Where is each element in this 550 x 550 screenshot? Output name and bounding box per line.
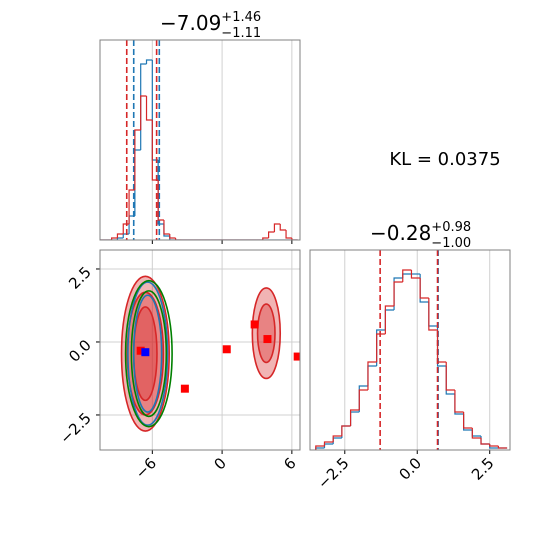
point	[263, 335, 272, 344]
point	[180, 384, 189, 393]
hist-step	[454, 394, 464, 415]
contour	[251, 287, 282, 380]
contour	[130, 290, 168, 418]
hist-step	[445, 362, 455, 391]
y-tick-label: 0.0	[65, 336, 95, 366]
y-tick-label: 2.5	[65, 263, 95, 293]
hist-step	[315, 445, 325, 450]
hist-step	[402, 273, 412, 278]
hist-step	[384, 309, 395, 330]
x-tick-label: 0	[210, 454, 229, 473]
panel-title: −0.28+0.98 −1.00	[370, 220, 471, 251]
y-tick-label: −2.5	[56, 409, 94, 447]
hist-step	[349, 409, 360, 426]
contour	[124, 279, 173, 428]
hist-step	[341, 425, 351, 438]
hist-step	[428, 298, 438, 331]
hist-step	[463, 412, 473, 429]
title-value: −0.28	[370, 221, 431, 245]
contour	[132, 294, 163, 413]
hist-step	[262, 237, 269, 240]
hist-step	[480, 436, 490, 445]
panel: −2.5 0.0 2.5	[314, 250, 498, 493]
hist-step	[376, 333, 386, 362]
hist-step	[393, 281, 403, 306]
panel-title: −7.09+1.46 −1.11	[160, 10, 261, 41]
point	[136, 346, 145, 355]
hist-step	[332, 435, 342, 442]
plot	[315, 250, 508, 450]
hist-step	[145, 59, 153, 64]
hist-step	[358, 389, 368, 410]
hist-step	[128, 189, 135, 224]
title-plus: +1.46	[221, 10, 261, 25]
plot	[100, 40, 298, 240]
hist-step	[393, 277, 403, 310]
hist-step	[367, 361, 377, 390]
hist-step	[332, 437, 342, 444]
hist-step	[497, 446, 508, 449]
x-tick-label: −6	[132, 454, 160, 482]
x-tick-label: 0.0	[395, 454, 425, 484]
hist-step	[116, 233, 124, 238]
contour	[127, 281, 169, 426]
point	[141, 348, 150, 357]
hist-step	[169, 234, 176, 239]
hist-step	[323, 441, 334, 446]
hist-step	[323, 443, 334, 448]
hist-step	[454, 390, 464, 413]
point	[250, 320, 259, 329]
title-value: −7.09	[160, 11, 221, 35]
title-minus: −1.11	[221, 26, 261, 41]
hist-step	[174, 238, 182, 240]
hist-step	[410, 270, 421, 279]
axes-frame	[309, 249, 511, 451]
hist-step	[402, 269, 412, 282]
hist-step	[273, 223, 281, 232]
title-plus: +0.98	[431, 220, 471, 235]
x-tick-label: 6	[280, 454, 299, 473]
hist-step	[419, 278, 429, 299]
hist-step	[134, 129, 141, 190]
contour	[256, 303, 276, 364]
hist-step	[145, 96, 153, 121]
axes-frame	[99, 249, 301, 451]
point	[222, 345, 231, 354]
hist-step	[140, 63, 147, 150]
hist-step	[480, 438, 490, 445]
hist-step	[489, 444, 499, 447]
hist-step	[163, 220, 170, 235]
hist-step	[471, 428, 482, 439]
panel	[151, 40, 293, 244]
hist-step	[157, 180, 164, 221]
hist-step	[111, 237, 118, 240]
x-tick-label: 2.5	[468, 454, 498, 484]
hist-step	[268, 231, 275, 238]
plot	[120, 275, 300, 432]
hist-step	[349, 411, 360, 426]
hist-step	[384, 305, 395, 334]
hist-step	[471, 430, 482, 437]
hist-step	[285, 230, 292, 239]
axes-frame	[99, 39, 301, 241]
title-minus: −1.00	[431, 236, 471, 251]
hist-step	[367, 365, 377, 386]
hist-step	[376, 329, 386, 366]
x-tick-label: −2.5	[314, 454, 352, 492]
hist-step	[279, 224, 287, 231]
point	[293, 352, 300, 361]
kl-annotation: KL = 0.0375	[389, 149, 500, 170]
hist-step	[428, 302, 438, 327]
hist-step	[341, 425, 351, 436]
hist-step	[140, 95, 147, 130]
hist-step	[134, 149, 141, 216]
hist-step	[291, 238, 298, 240]
